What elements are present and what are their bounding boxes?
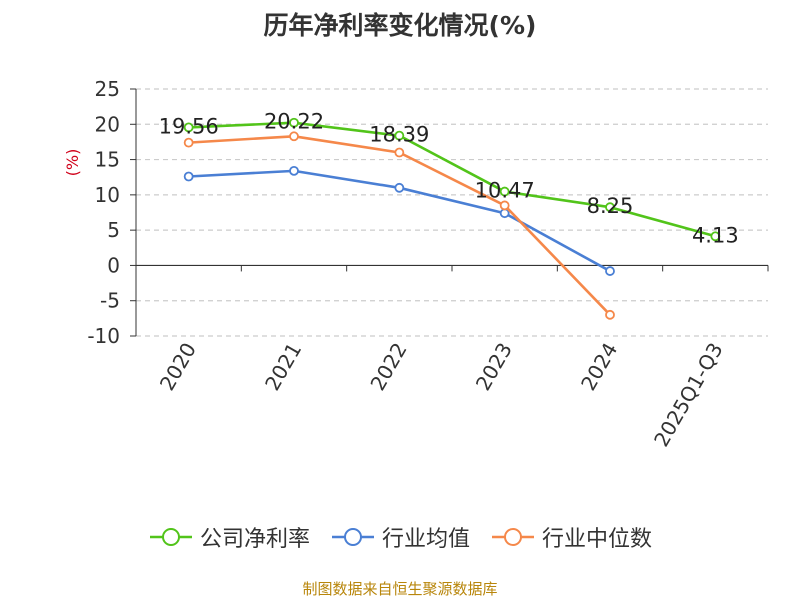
x-tick-label: 2025Q1-Q3 [649,339,728,451]
y-tick-label: -10 [87,324,120,348]
legend-marker-industry-median [492,528,534,546]
y-tick-label: 15 [95,148,120,172]
data-label: 20.22 [264,110,324,134]
source-note: 制图数据来自恒生聚源数据库 [302,580,498,598]
y-tick-label: 0 [107,253,120,277]
data-label: 19.56 [159,114,219,138]
series-point-0 [394,130,405,141]
x-tick-label: 2020 [155,339,201,395]
series-point-0 [289,117,299,128]
y-tick-label: 10 [95,183,120,207]
series-point-1 [605,266,615,276]
y-axis-label: (%) [63,149,82,177]
legend: 公司净利率 行业均值 行业中位数 [0,521,800,553]
series-point-2 [183,137,194,148]
x-tick-label: 2024 [576,339,622,395]
series-point-0 [499,186,510,197]
x-tick-label: 2021 [260,339,306,395]
x-tick-label: 2022 [365,339,411,395]
legend-marker-industry-mean [331,528,374,546]
y-tick-label: 20 [95,112,120,136]
y-tick-label: 5 [107,218,120,242]
series-point-1 [499,208,510,219]
data-label: 18.39 [369,123,429,147]
series-point-1 [183,171,194,182]
chart-title: 历年净利率变化情况(%) [263,11,537,40]
series-point-0 [605,202,615,213]
series-point-0 [183,122,194,133]
series-point-2 [605,309,615,320]
legend-item-industry-mean[interactable]: 行业均值 [330,521,470,553]
data-label: 8.25 [587,194,634,218]
y-tick-label: 25 [95,77,120,101]
series-point-2 [289,131,299,142]
legend-marker-company [149,528,192,546]
series-point-0 [710,231,721,242]
series-line-0 [188,121,716,238]
y-tick-label: -5 [100,289,120,313]
legend-label-industry-mean: 行业均值 [381,527,470,552]
series-line-2 [188,134,611,316]
data-label: 4.13 [692,223,739,247]
series-point-1 [394,182,405,193]
data-label: 10.47 [475,179,535,203]
legend-item-industry-median[interactable]: 行业中位数 [490,521,652,553]
legend-label-industry-median: 行业中位数 [542,527,653,552]
x-tick-label: 2023 [471,339,517,395]
legend-label-company: 公司净利率 [199,527,310,552]
series-point-1 [289,165,299,176]
series-point-2 [394,147,405,158]
legend-item-company[interactable]: 公司净利率 [148,521,310,553]
series-point-2 [499,200,510,211]
